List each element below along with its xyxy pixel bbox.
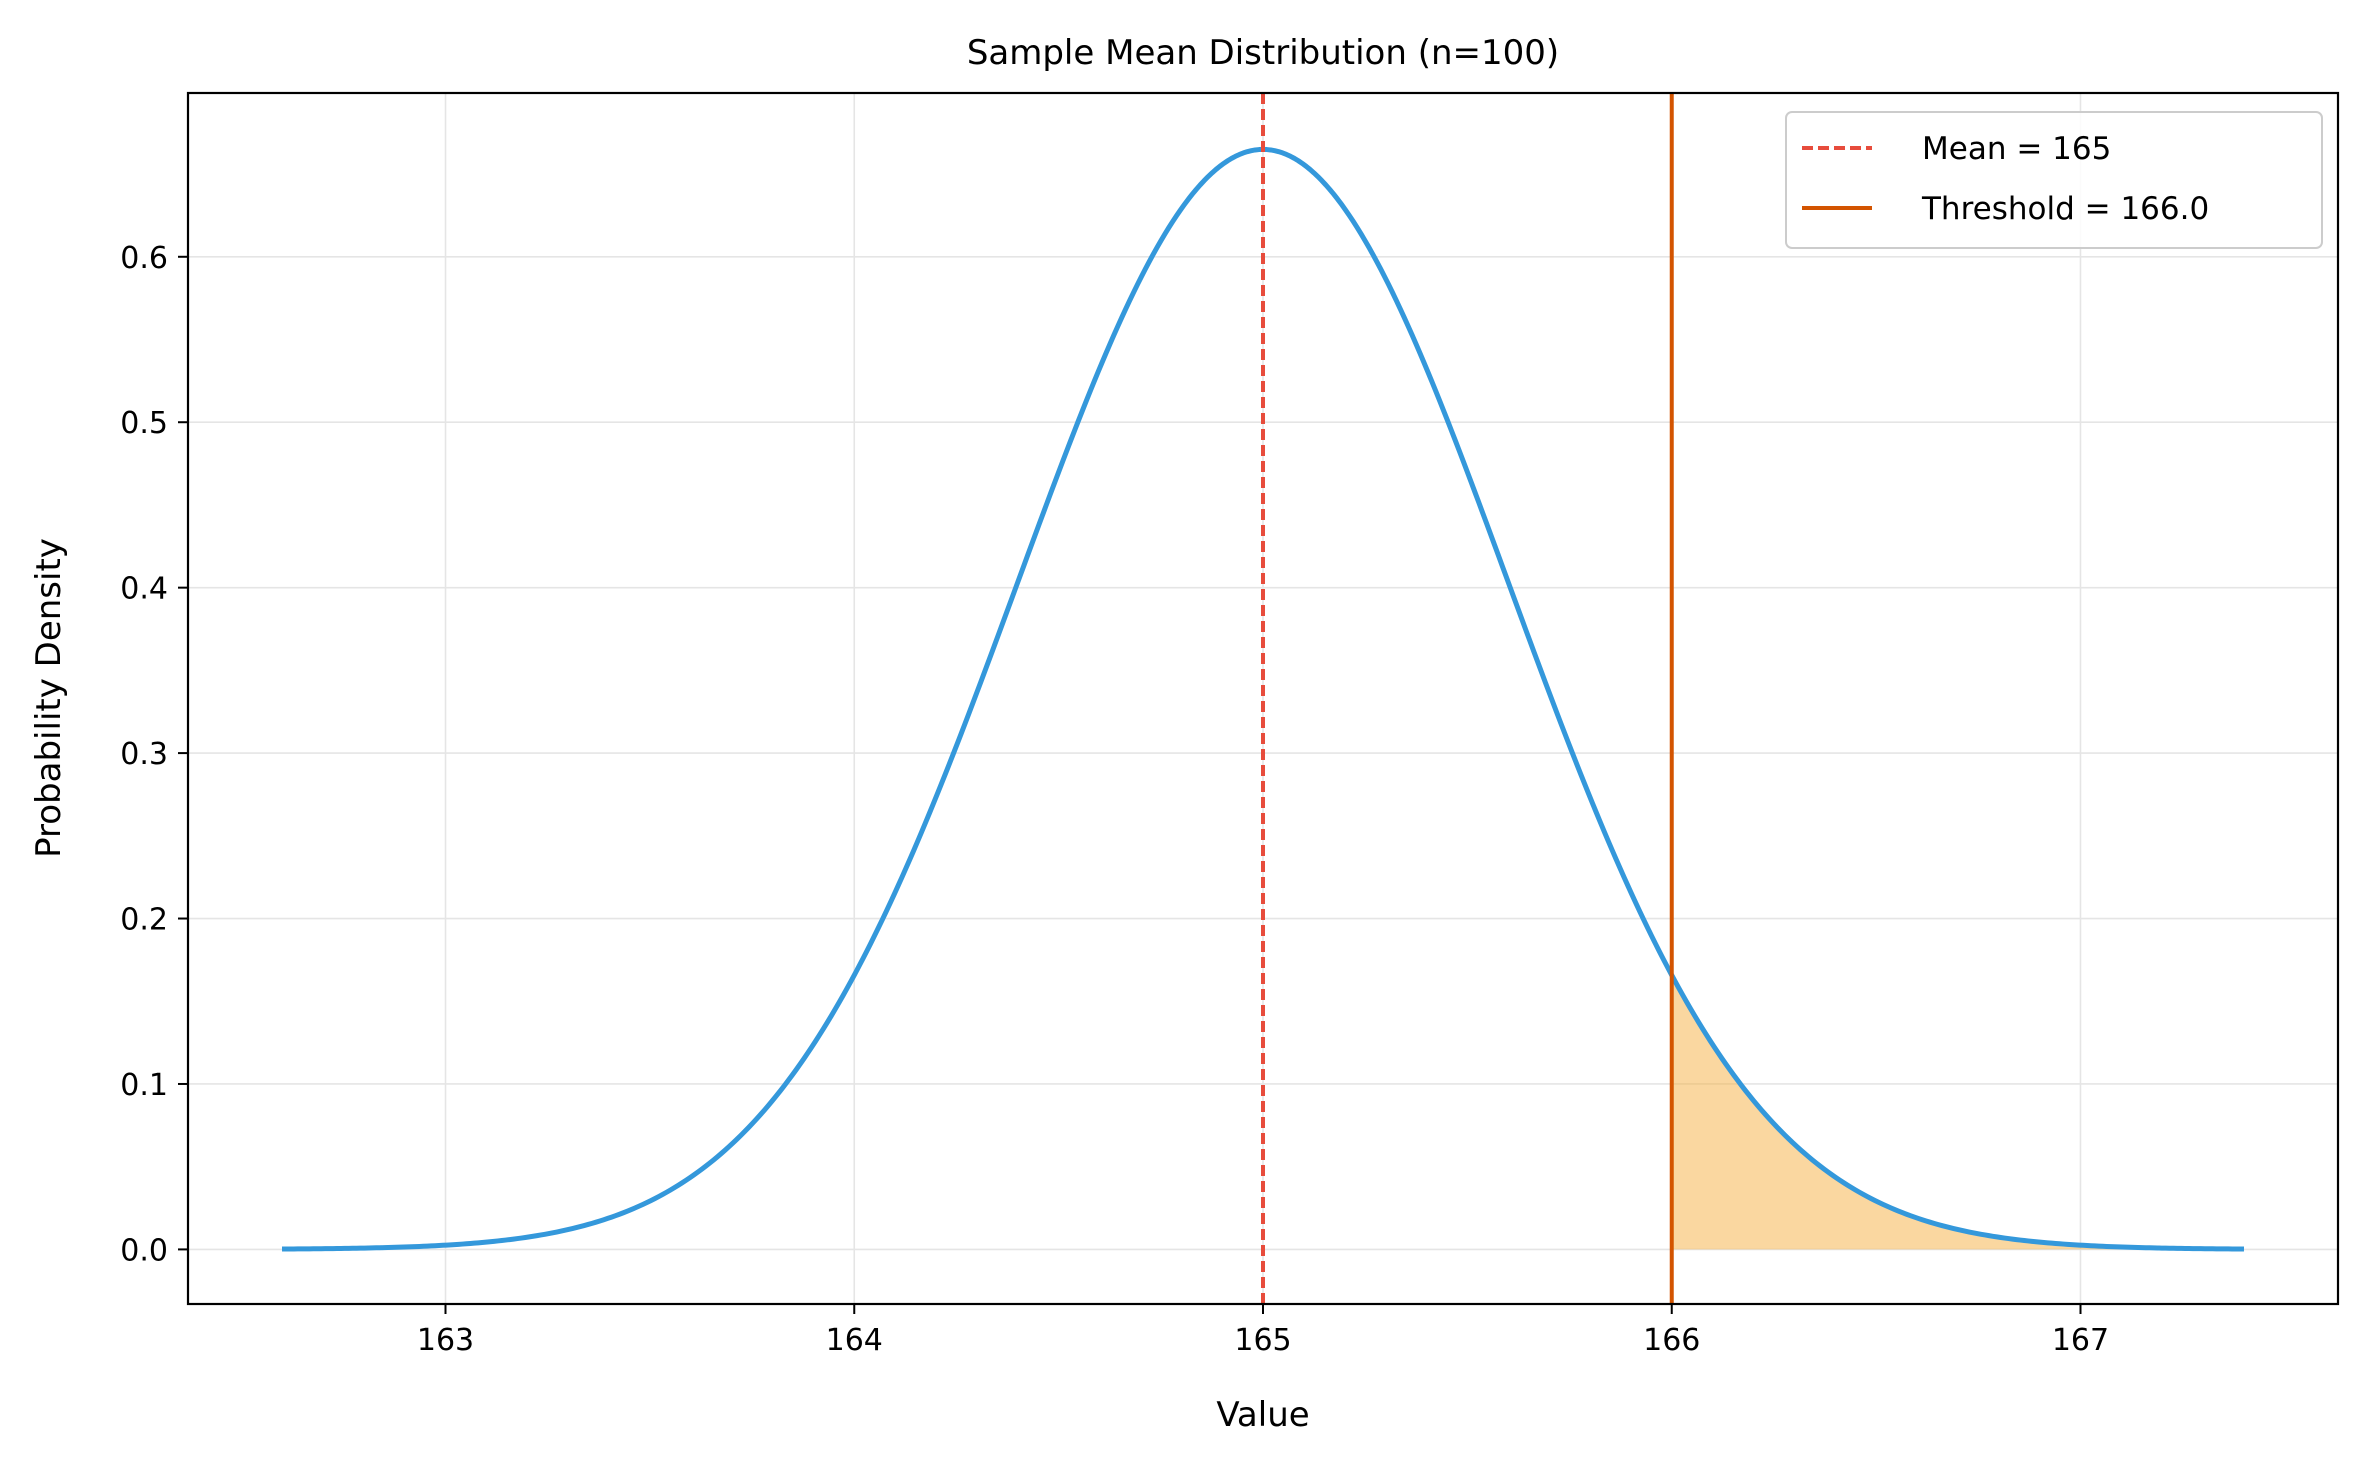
legend-label-threshold: Threshold = 166.0 (1921, 191, 2209, 227)
y-axis-ticks: 0.0 0.1 0.2 0.3 0.4 0.5 0.6 (120, 241, 188, 1268)
x-tick-label: 163 (417, 1323, 474, 1358)
legend: Mean = 165 Threshold = 166.0 (1785, 111, 2323, 249)
y-tick-label: 0.5 (120, 406, 168, 441)
legend-label-mean: Mean = 165 (1922, 131, 2111, 167)
y-tick-label: 0.1 (120, 1068, 168, 1103)
x-axis-ticks: 163 164 165 166 167 (417, 1304, 2109, 1358)
y-axis-label: Probability Density (29, 538, 69, 858)
chart-title: Sample Mean Distribution (n=100) (967, 33, 1559, 73)
y-tick-label: 0.2 (120, 903, 168, 938)
x-axis-label: Value (1216, 1395, 1309, 1435)
shaded-tail-area-path (1671, 975, 2244, 1250)
y-tick-label: 0.6 (120, 241, 168, 276)
x-tick-label: 165 (1234, 1323, 1291, 1358)
x-tick-label: 167 (2052, 1323, 2109, 1358)
y-tick-label: 0.3 (120, 737, 168, 772)
legend-frame (1785, 111, 2323, 249)
x-tick-label: 166 (1643, 1323, 1700, 1358)
shaded-tail-area (1671, 975, 2244, 1250)
reference-lines (1261, 93, 1674, 1304)
y-tick-label: 0.4 (120, 572, 168, 607)
x-tick-label: 164 (826, 1323, 883, 1358)
y-tick-label: 0.0 (120, 1233, 168, 1268)
